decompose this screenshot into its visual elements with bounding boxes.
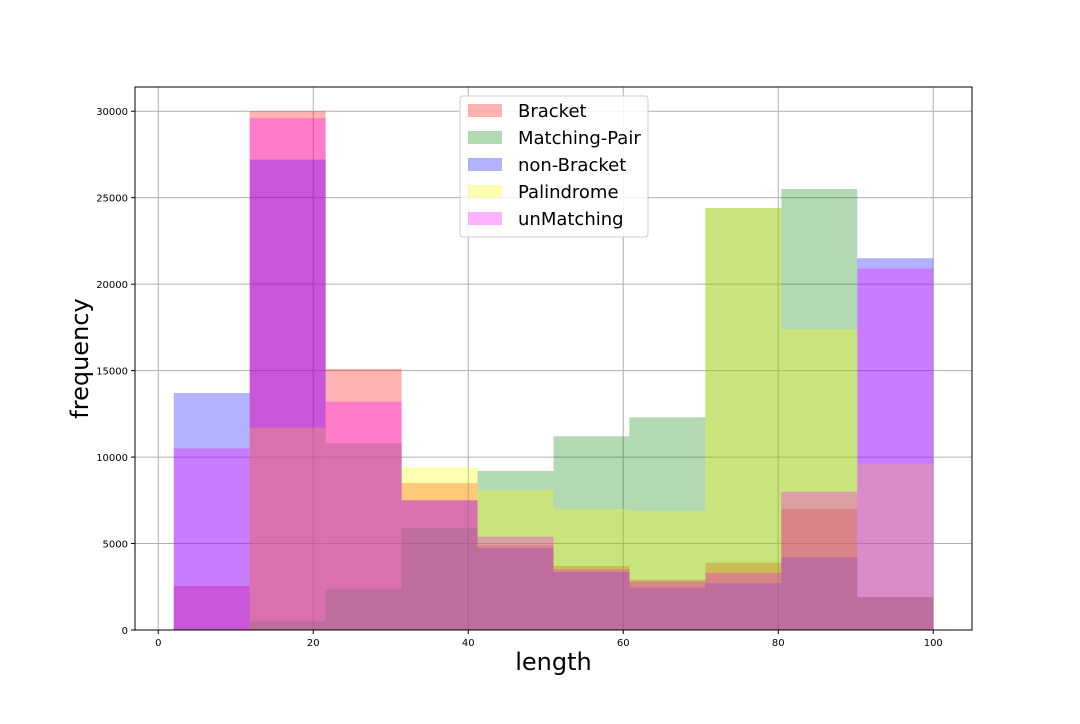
legend-box [459,95,649,238]
y-tick-label: 10000 [96,453,128,464]
histogram-bar [249,111,326,630]
x-tick-label: 0 [155,638,161,649]
histogram-bar [705,208,782,630]
histogram-bar [629,579,706,630]
histogram-bar [401,467,478,630]
histogram-bar [173,448,250,630]
histogram-bar [553,572,630,630]
x-tick-label: 80 [772,638,785,649]
y-tick-label: 30000 [96,107,128,118]
histogram-bar [781,508,858,630]
series-bracket [173,111,934,630]
legend-label: Bracket [518,101,587,122]
histogram-bar [249,118,326,631]
y-axis-label: frequency [66,298,94,418]
histogram-bar [477,547,554,630]
histogram-bar [249,621,326,630]
histogram-bar [553,569,630,630]
histogram-bar [477,545,554,630]
histogram-bar [477,536,554,630]
histogram-bar [629,510,706,630]
y-tick-label: 25000 [96,194,128,205]
histogram-bar [781,557,858,630]
legend-label: Matching-Pair [518,128,641,149]
histogram-bar [705,572,782,630]
histogram-bar [477,470,554,630]
legend: Bracket Matching-Pair non-Bracket Palindrom… [459,95,649,238]
legend-label: unMatching [518,209,624,230]
histogram-bar [325,443,402,630]
histogram-bar [705,583,782,630]
y-tick-label: 15000 [96,367,128,378]
histogram-bar [629,581,706,630]
histogram-bar [553,508,630,630]
x-tick-label: 60 [617,638,630,649]
y-tick-label: 0 [122,626,128,637]
series-unmatching [173,118,934,631]
series-palindrome [249,208,934,630]
histogram-bar [781,189,858,630]
legend-swatch [468,158,502,171]
histogram-bar [857,268,934,630]
histogram-bar [401,500,478,630]
legend-swatch [468,185,502,198]
histogram-bar [705,562,782,630]
histogram-bar [857,463,934,630]
x-tick-label: 100 [924,638,943,649]
histogram-bar [325,443,402,630]
histogram-bar [857,597,934,630]
legend-swatch [468,131,502,144]
legend-label: Palindrome [518,182,619,203]
histogram-bar [857,597,934,630]
legend-swatch [468,212,502,225]
histogram-bar [477,489,554,630]
histogram-bar [173,585,250,630]
histogram-bar [705,208,782,630]
histogram-bar [401,483,478,630]
legend-swatch [468,104,502,117]
histogram-bar [629,587,706,630]
x-tick-label: 40 [462,638,475,649]
histogram-bar [629,417,706,630]
histogram-bar [325,401,402,630]
histogram-bar [249,427,326,630]
series-non-bracket [173,159,934,631]
histogram-bar [401,527,478,630]
histogram-bar [401,500,478,630]
axis-ticks: 0 20 40 60 80 100 0 5000 10000 15000 20000 25000 300… [96,107,943,649]
x-axis-label: length [515,648,592,676]
histogram-bar [857,258,934,630]
histogram-bar [325,368,402,630]
legend-label: non-Bracket [518,155,626,176]
series-matching-pair [249,189,934,630]
histogram-bar [553,436,630,630]
histogram-bar [173,393,250,630]
y-tick-label: 20000 [96,280,128,291]
histogram-bar [781,491,858,630]
histogram-bar [249,159,326,631]
histogram-bar [781,329,858,630]
x-tick-label: 20 [307,638,320,649]
histogram-bars [173,111,934,631]
plot-frame [134,86,973,631]
y-tick-label: 5000 [103,540,128,551]
histogram-bar [325,589,402,630]
histogram-bar [553,566,630,630]
